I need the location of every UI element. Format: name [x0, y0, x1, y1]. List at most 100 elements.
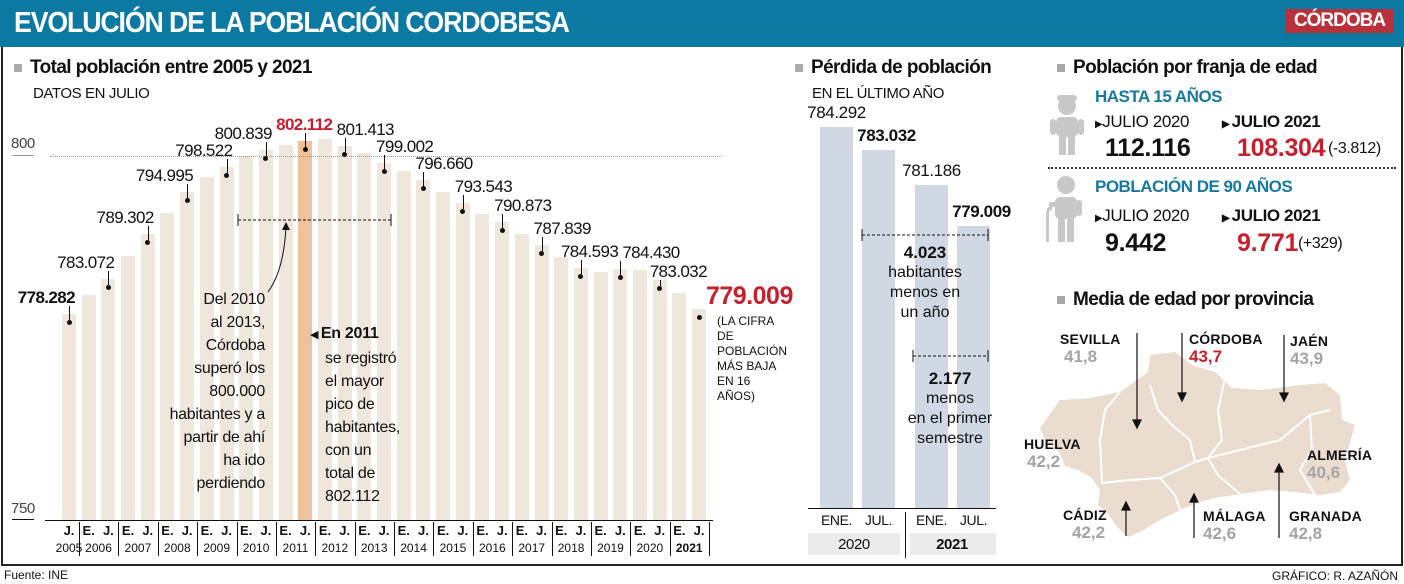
- note-line: habitantes y a: [169, 406, 266, 423]
- age-title: Población por franja de edad: [1057, 57, 1318, 79]
- province-malaga: MÁLAGA 42,6: [1203, 508, 1266, 544]
- value-label: 789.302: [96, 207, 154, 227]
- note-line: MÁS BAJA: [717, 359, 777, 373]
- bar-E.2020: [633, 270, 647, 520]
- province-name: HUELVA: [1024, 436, 1081, 452]
- value-label: 799.002: [376, 137, 434, 157]
- province-name: CÓRDOBA: [1189, 331, 1263, 347]
- year-separator: [551, 522, 553, 556]
- note-line: habitantes: [888, 264, 962, 281]
- bar-J.2018: [573, 268, 588, 520]
- month-label: E.: [82, 523, 95, 538]
- value-dot: [696, 314, 702, 320]
- province-huelva: HUELVA 42,2: [1024, 436, 1081, 472]
- month-label: J.: [457, 523, 469, 538]
- loss-year-value: 4.023: [903, 243, 947, 262]
- source: Fuente: INE: [4, 568, 69, 582]
- year-separator: [275, 522, 277, 556]
- y-tick-800: 800: [11, 135, 35, 152]
- loss-bar-1: [862, 150, 895, 508]
- note-line: en el primer: [907, 410, 993, 427]
- label-text: JULIO 2021: [1231, 206, 1321, 225]
- group-title: POBLACIÓN DE 90 AÑOS: [1095, 177, 1293, 196]
- year-2020: 2020: [838, 536, 870, 553]
- month-label: J.: [299, 523, 311, 538]
- month-label: E.: [555, 523, 568, 538]
- bar-J.2012: [337, 145, 352, 520]
- bar-E.2011: [278, 145, 293, 520]
- month-label: J.: [102, 523, 114, 538]
- group-title: HASTA 15 AÑOS: [1095, 87, 1223, 106]
- bar-J.2008: [180, 192, 195, 520]
- x-axis: [45, 520, 713, 521]
- year-separator: [315, 522, 317, 556]
- note-line: 800.000: [209, 383, 265, 400]
- bar-J.2005: [62, 314, 76, 520]
- y-tick-mark: [12, 519, 34, 520]
- year-separator: [433, 522, 435, 556]
- year-box: [808, 533, 900, 555]
- province-name: CÁDIZ: [1063, 507, 1107, 523]
- y-tick-mark: [12, 155, 34, 156]
- leader-line: [305, 132, 307, 147]
- leader-line: [423, 172, 425, 187]
- province-almeria: ALMERÍA 40,6: [1307, 447, 1372, 483]
- bar-E.2015: [436, 191, 451, 520]
- province-value: 42,8: [1289, 524, 1323, 543]
- chart2-title: Pérdida de población: [795, 57, 992, 79]
- credit: GRÁFICO: R. AZAÑÓN: [1271, 569, 1398, 583]
- child-icon: [1050, 95, 1084, 155]
- bullet-icon: [1057, 295, 1065, 304]
- bar-J.2015: [455, 203, 470, 520]
- value-dot: [342, 151, 348, 157]
- note-line: partir de ahí: [183, 429, 266, 446]
- chart2-title-text: Pérdida de población: [811, 57, 992, 78]
- loss-semester-value: 2.177: [928, 369, 972, 388]
- value-label: 790.873: [494, 196, 552, 216]
- month-label: J.: [654, 523, 666, 538]
- province-name: SEVILLA: [1060, 331, 1121, 347]
- year-label: 2020: [636, 541, 664, 555]
- year-separator: [157, 522, 159, 556]
- chart1-title: Total población entre 2005 y 2021: [14, 57, 312, 79]
- year-separator: [669, 522, 671, 556]
- note-line: ha ido: [223, 452, 265, 469]
- leader-line: [108, 271, 110, 286]
- bar-E.2009: [199, 177, 214, 520]
- loss-value-label: 781.186: [902, 160, 961, 180]
- age-title-text: Población por franja de edad: [1073, 57, 1318, 78]
- bar-E.2014: [396, 171, 411, 520]
- month-label: E.: [476, 523, 489, 538]
- note-line: total de: [325, 465, 376, 482]
- year-separator: [590, 522, 592, 556]
- value-label: 793.543: [454, 177, 513, 196]
- province-jaen: JAÉN 43,9: [1290, 333, 1328, 369]
- group-separator: [905, 512, 906, 558]
- x-axis: [808, 508, 996, 509]
- value-label: 794.995: [135, 166, 194, 186]
- loss-year-note: 4.023 habitantes menos en un año: [888, 243, 962, 323]
- leader-line: [620, 261, 622, 276]
- loss-value-label: 784.292: [807, 102, 866, 122]
- note-line: menos: [925, 390, 975, 407]
- gridline-800: [50, 156, 722, 157]
- year-2021: 2021: [936, 536, 968, 553]
- value-dot: [460, 209, 466, 214]
- province-name: JAÉN: [1290, 333, 1329, 349]
- value-diff: (+329): [1298, 235, 1343, 252]
- value-diff: (-3.812): [1328, 140, 1381, 157]
- value-dot: [539, 250, 545, 256]
- month-label: ENE.: [820, 512, 853, 528]
- bar-J.2017: [534, 244, 549, 520]
- year-separator: [197, 522, 199, 556]
- bar-J.2006: [101, 279, 116, 520]
- month-label: E.: [121, 523, 135, 538]
- year-separator: [354, 522, 356, 556]
- month-label: J.: [693, 523, 705, 538]
- year-label: 2010: [242, 541, 270, 555]
- page-title: EVOLUCIÓN DE LA POBLACIÓN CORDOBESA: [14, 7, 570, 39]
- value-dot: [105, 285, 111, 291]
- month-label: J.: [181, 523, 193, 538]
- month-label: E.: [161, 523, 174, 538]
- year-separator: [709, 522, 711, 556]
